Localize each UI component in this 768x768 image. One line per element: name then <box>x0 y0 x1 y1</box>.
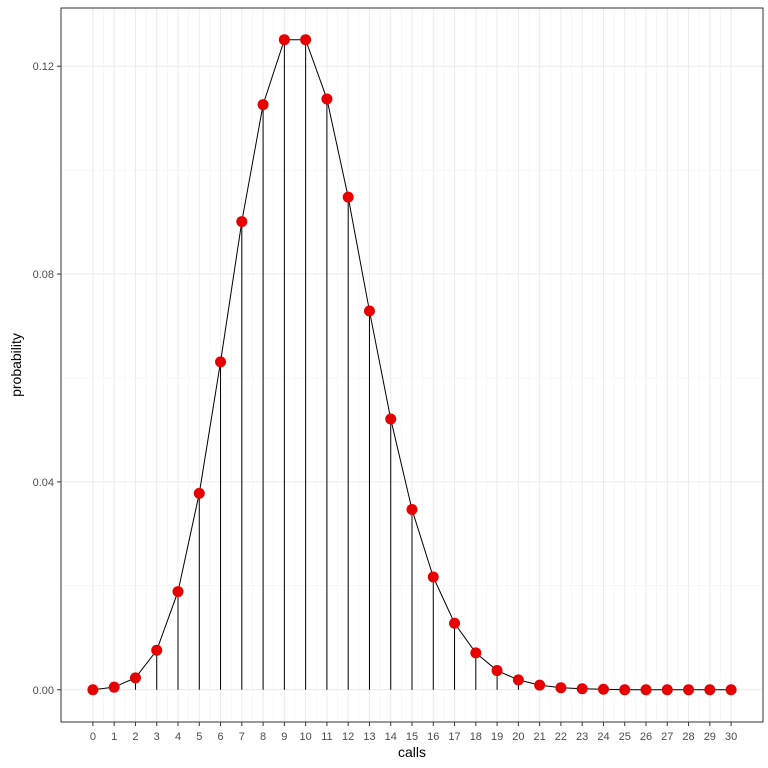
data-point <box>236 216 248 228</box>
data-point <box>108 681 120 693</box>
data-point <box>87 684 99 696</box>
x-tick-label: 13 <box>363 731 375 743</box>
data-point <box>704 684 716 696</box>
x-tick-label: 17 <box>448 731 460 743</box>
x-tick-label: 18 <box>470 731 482 743</box>
stems <box>113 39 604 690</box>
data-point <box>683 684 695 696</box>
x-tick-label: 25 <box>619 731 631 743</box>
data-point <box>576 683 588 695</box>
data-point <box>278 34 290 46</box>
x-tick-label: 3 <box>154 731 160 743</box>
data-point <box>342 191 354 203</box>
data-point <box>172 586 184 598</box>
y-tick-label: 0.00 <box>33 685 54 697</box>
y-tick-label: 0.12 <box>33 61 54 73</box>
x-tick-label: 16 <box>427 731 439 743</box>
x-tick-label: 22 <box>555 731 567 743</box>
x-tick-label: 10 <box>300 731 312 743</box>
x-tick-label: 27 <box>661 731 673 743</box>
x-tick-label: 12 <box>342 731 354 743</box>
y-axis-title: probability <box>8 333 24 397</box>
x-tick-label: 4 <box>175 731 181 743</box>
points <box>87 34 737 696</box>
data-point <box>597 683 609 695</box>
x-tick-label: 21 <box>534 731 546 743</box>
data-point <box>725 684 737 696</box>
data-point <box>534 679 546 691</box>
x-tick-label: 29 <box>704 731 716 743</box>
x-tick-label: 30 <box>725 731 737 743</box>
x-tick-label: 11 <box>321 731 332 743</box>
x-tick-label: 8 <box>260 731 266 743</box>
data-point <box>640 684 652 696</box>
x-tick-label: 20 <box>512 731 524 743</box>
x-tick-label: 24 <box>597 731 609 743</box>
data-point <box>427 571 439 583</box>
data-point <box>470 647 482 659</box>
x-tick-label: 26 <box>640 731 652 743</box>
data-point <box>300 34 312 46</box>
data-point <box>193 487 205 499</box>
x-tick-label: 23 <box>576 731 588 743</box>
x-tick-label: 28 <box>682 731 694 743</box>
data-point <box>512 674 524 686</box>
x-tick-label: 15 <box>406 731 418 743</box>
x-tick-label: 7 <box>239 731 245 743</box>
y-tick-label: 0.08 <box>33 269 54 281</box>
x-tick-label: 2 <box>132 731 138 743</box>
x-tick-label: 19 <box>491 731 503 743</box>
data-point <box>619 684 631 696</box>
data-point <box>151 644 163 656</box>
y-tick-label: 0.04 <box>33 477 54 489</box>
data-point <box>406 503 418 515</box>
grid-minor <box>61 8 763 722</box>
x-tick-label: 14 <box>385 731 397 743</box>
data-point <box>385 413 397 425</box>
x-axis: 0 1 2 3 4 5 6 7 8 9 10 11 12 13 14 15 16 17 18 19 20 21 22 23 24… <box>90 722 737 743</box>
x-tick-label: 9 <box>281 731 287 743</box>
x-tick-label: 5 <box>196 731 202 743</box>
data-point <box>129 672 141 684</box>
data-point <box>555 682 567 694</box>
data-point <box>449 617 461 629</box>
x-tick-label: 0 <box>90 731 96 743</box>
x-axis-title: calls <box>398 744 426 760</box>
data-point <box>491 665 503 677</box>
data-point <box>661 684 673 696</box>
y-axis: 0.00 0.04 0.08 0.12 <box>33 61 61 697</box>
x-tick-label: 1 <box>111 731 117 743</box>
x-tick-label: 6 <box>217 731 223 743</box>
data-point <box>257 99 269 111</box>
data-point <box>215 356 227 368</box>
data-point <box>321 93 333 105</box>
data-point <box>363 305 375 317</box>
